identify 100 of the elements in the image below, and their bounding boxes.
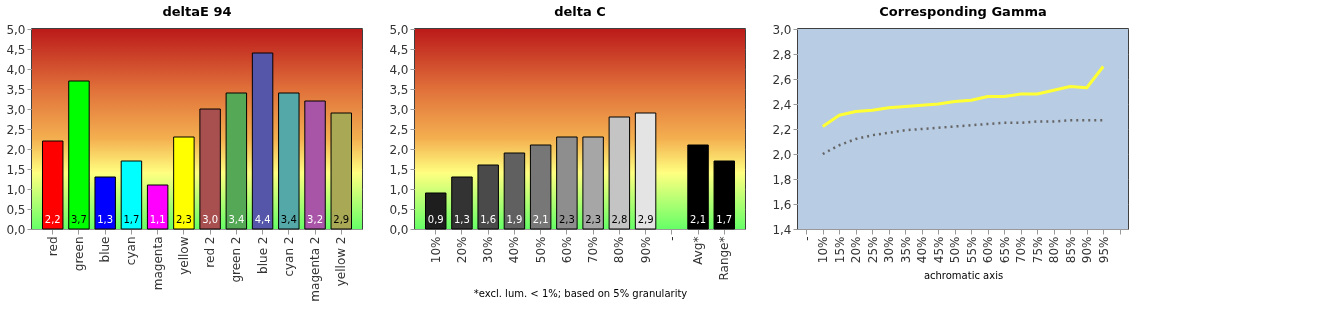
data-label: 3,0	[202, 214, 219, 225]
bar	[41, 140, 64, 230]
x-tick-label: Range*	[717, 236, 732, 281]
y-tick-label: 3,5	[6, 82, 26, 97]
data-label: 2,3	[175, 214, 192, 225]
x-tick-label: 95%	[1096, 236, 1111, 264]
x-tick-label: 40%	[507, 236, 522, 264]
bar	[503, 152, 526, 230]
bar	[451, 176, 473, 230]
bar	[424, 192, 447, 230]
bar	[529, 144, 552, 230]
x-tick-label: 65%	[997, 236, 1012, 264]
data-label: 1,7	[123, 214, 140, 225]
x-tick-label: 80%	[612, 236, 627, 264]
line-series	[821, 65, 1105, 128]
y-tick-label: 1,6	[772, 197, 792, 212]
x-axis-title: achromatic axis	[923, 270, 1004, 282]
x-tick-label: yellow	[176, 236, 191, 275]
x-tick-label: 25%	[865, 236, 880, 264]
y-tick-label: 2,0	[389, 142, 409, 157]
bar	[94, 176, 116, 230]
y-tick-label: 2,4	[772, 97, 792, 112]
y-tick-label: 0,0	[6, 222, 26, 237]
data-label: 3,2	[307, 214, 323, 225]
x-tick-label: 20%	[849, 236, 864, 264]
bar	[477, 164, 499, 230]
y-tick-label: 2,0	[772, 147, 792, 162]
x-tick-label: cyan	[124, 236, 139, 266]
y-tick-label: 5,0	[6, 22, 26, 37]
chart-title: deltaE 94	[162, 4, 232, 19]
data-label: 1,7	[716, 214, 733, 225]
bar	[278, 92, 300, 230]
data-label: 4,4	[254, 214, 271, 225]
x-tick-label: yellow 2	[334, 236, 349, 287]
x-tick-label: 90%	[1080, 236, 1095, 264]
y-tick-label: 4,0	[6, 62, 26, 77]
x-tick-label: Avg*	[691, 236, 706, 265]
bar	[304, 100, 326, 230]
data-label: 1,1	[149, 214, 166, 225]
data-label: 3,4	[228, 214, 245, 225]
x-tick-label: 85%	[1063, 236, 1078, 264]
bar	[225, 92, 248, 230]
x-tick-label: red 2	[203, 236, 218, 268]
x-tick-label: 70%	[586, 236, 601, 264]
x-tick-label: 60%	[559, 236, 574, 264]
x-tick-label: red	[45, 236, 60, 257]
x-tick-label: 30%	[882, 236, 897, 264]
y-tick-label: 1,0	[389, 182, 409, 197]
data-label: 2,8	[611, 214, 628, 225]
bar	[68, 80, 90, 230]
y-tick-label: 2,2	[772, 122, 792, 137]
data-label: 1,3	[97, 214, 114, 225]
bar	[608, 116, 631, 230]
y-tick-label: 4,5	[6, 42, 26, 57]
x-tick-label: -	[664, 236, 679, 241]
x-tick-label: 10%	[816, 236, 831, 264]
x-tick-label: 90%	[638, 236, 653, 264]
y-tick-label: 3,0	[389, 102, 409, 117]
data-label: 2,9	[637, 214, 654, 225]
bar	[251, 52, 274, 230]
x-tick-label: 10%	[428, 236, 443, 264]
y-tick-label: 1,8	[772, 172, 792, 187]
data-label: 3,7	[71, 214, 87, 225]
y-tick-label: 3,5	[389, 82, 409, 97]
y-tick-label: 4,5	[389, 42, 409, 57]
bar	[146, 184, 169, 230]
bar	[173, 136, 195, 230]
chart-title: delta C	[554, 4, 606, 19]
y-tick-label: 2,0	[6, 142, 26, 157]
x-tick-label: blue	[98, 236, 113, 263]
x-tick-label: 30%	[481, 236, 496, 264]
data-label: 2,1	[690, 214, 706, 225]
y-tick-label: 1,5	[389, 162, 409, 177]
x-tick-label: green 2	[229, 236, 244, 283]
data-label: 2,1	[532, 214, 549, 225]
data-label: 1,9	[506, 214, 523, 225]
data-label: 2,3	[558, 214, 575, 225]
x-tick-label: -	[799, 236, 814, 241]
x-tick-label: 15%	[832, 236, 847, 264]
y-tick-label: 0,0	[389, 222, 409, 237]
bar	[634, 112, 657, 230]
x-tick-label: 45%	[931, 236, 946, 264]
data-label: 0,9	[427, 214, 444, 225]
bar	[687, 144, 709, 230]
x-tick-label: magenta	[150, 236, 165, 291]
x-tick-label: 35%	[898, 236, 913, 264]
data-label: 2,3	[585, 214, 602, 225]
data-label: 1,6	[480, 214, 497, 225]
y-tick-label: 2,5	[389, 122, 409, 137]
x-tick-label: 55%	[964, 236, 979, 264]
y-tick-label: 1,4	[772, 222, 792, 237]
x-tick-label: green	[71, 236, 86, 272]
x-tick-label: magenta 2	[308, 236, 323, 302]
x-tick-label: 75%	[1030, 236, 1045, 264]
data-label: 2,9	[333, 214, 350, 225]
x-tick-label: 50%	[533, 236, 548, 264]
x-tick-label: 60%	[981, 236, 996, 264]
y-tick-label: 5,0	[389, 22, 409, 37]
x-tick-label: 40%	[915, 236, 930, 264]
y-tick-label: 2,6	[772, 72, 792, 87]
